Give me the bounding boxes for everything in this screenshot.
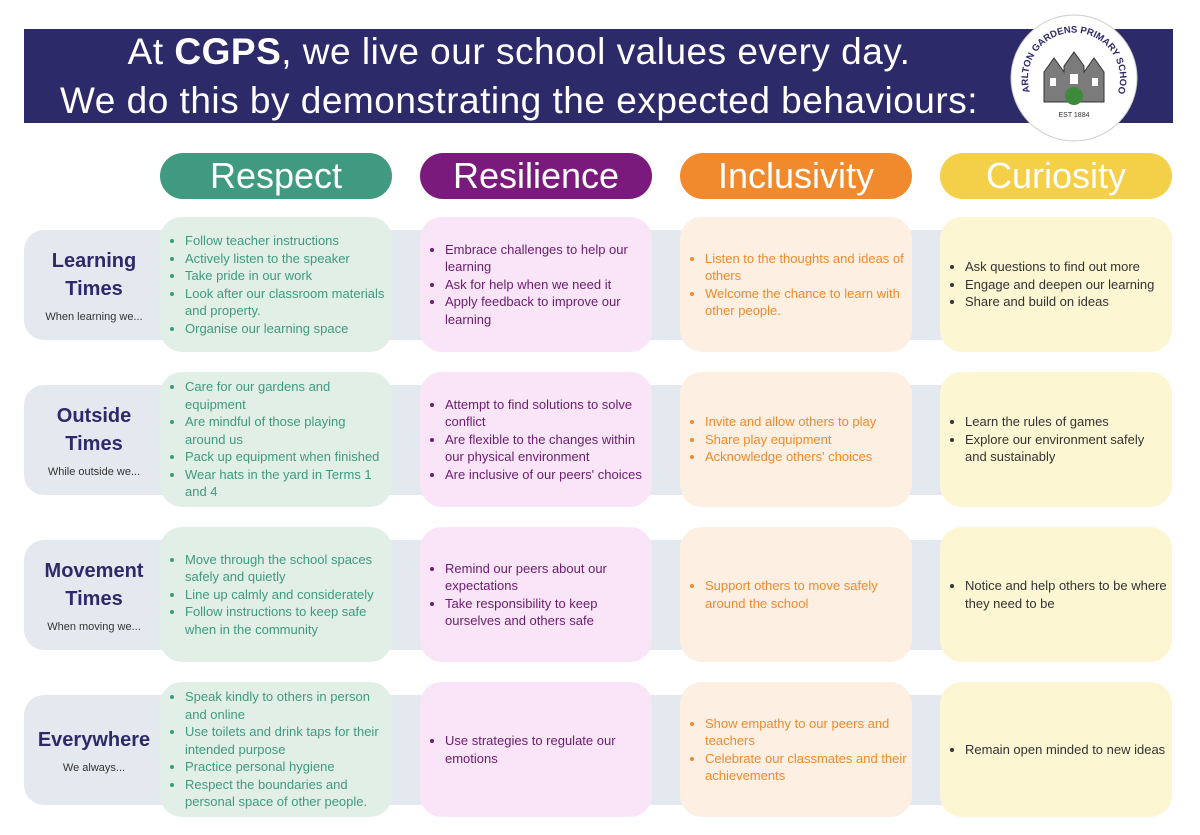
header-line: At CGPS, we live our school values every… <box>24 31 1014 73</box>
header-school: CGPS <box>174 31 282 72</box>
header-text: At <box>127 31 175 72</box>
behaviour-item: Actively listen to the speaker <box>185 250 388 268</box>
behaviour-item: Show empathy to our peers and teachers <box>705 715 908 750</box>
behaviour-item: Embrace challenges to help our learning <box>445 241 648 276</box>
row-label: Outside Times While outside we... <box>24 385 164 495</box>
behaviour-cell: Speak kindly to others in person and onl… <box>160 682 392 817</box>
value-heading: Resilience <box>420 153 652 199</box>
behaviour-cell: Embrace challenges to help our learningA… <box>420 217 652 352</box>
behaviour-list: Attempt to find solutions to solve confl… <box>420 396 648 484</box>
behaviour-list: Use strategies to regulate our emotions <box>420 732 648 767</box>
behaviour-item: Look after our classroom materials and p… <box>185 285 388 320</box>
row-subtitle: While outside we... <box>47 466 141 478</box>
behaviour-list: Ask questions to find out moreEngage and… <box>940 258 1154 311</box>
value-heading: Inclusivity <box>680 153 912 199</box>
behaviour-item: Remind our peers about our expectations <box>445 560 648 595</box>
logo-building <box>1043 51 1105 105</box>
behaviour-item: Pack up equipment when finished <box>185 448 388 466</box>
behaviour-item: Learn the rules of games <box>965 413 1168 431</box>
behaviour-item: Apply feedback to improve our learning <box>445 293 648 328</box>
behaviour-list: Embrace challenges to help our learningA… <box>420 241 648 329</box>
behaviour-item: Welcome the chance to learn with other p… <box>705 285 908 320</box>
behaviour-cell: Ask questions to find out moreEngage and… <box>940 217 1172 352</box>
behaviour-item: Practice personal hygiene <box>185 758 388 776</box>
behaviour-list: Remain open minded to new ideas <box>940 741 1165 759</box>
behaviour-list: Invite and allow others to playShare pla… <box>680 413 876 466</box>
behaviour-cell: Use strategies to regulate our emotions <box>420 682 652 817</box>
behaviour-item: Line up calmly and considerately <box>185 586 388 604</box>
behaviour-cell: Invite and allow others to playShare pla… <box>680 372 912 507</box>
behaviour-cell: Attempt to find solutions to solve confl… <box>420 372 652 507</box>
row-subtitle: When moving we... <box>47 621 141 633</box>
value-heading: Respect <box>160 153 392 199</box>
row-title: Movement Times <box>44 560 144 610</box>
behaviour-item: Follow instructions to keep safe when in… <box>185 603 388 638</box>
behaviour-list: Care for our gardens and equipmentAre mi… <box>160 378 388 501</box>
behaviour-item: Are flexible to the changes within our p… <box>445 431 648 466</box>
behaviour-cell: Listen to the thoughts and ideas of othe… <box>680 217 912 352</box>
behaviour-item: Share and build on ideas <box>965 293 1154 311</box>
behaviour-item: Respect the boundaries and personal spac… <box>185 776 388 811</box>
behaviour-list: Show empathy to our peers and teachersCe… <box>680 715 908 785</box>
behaviour-list: Speak kindly to others in person and onl… <box>160 688 388 811</box>
behaviour-item: Use toilets and drink taps for their int… <box>185 723 388 758</box>
behaviour-item: Share play equipment <box>705 431 876 449</box>
behaviour-item: Remain open minded to new ideas <box>965 741 1165 759</box>
row-title: Outside Times <box>56 405 132 455</box>
behaviour-cell: Remain open minded to new ideas <box>940 682 1172 817</box>
behaviour-item: Celebrate our classmates and their achie… <box>705 750 908 785</box>
behaviour-item: Take pride in our work <box>185 267 388 285</box>
behaviour-list: Follow teacher instructionsActively list… <box>160 232 388 337</box>
behaviour-item: Support others to move safely around the… <box>705 577 908 612</box>
behaviour-item: Speak kindly to others in person and onl… <box>185 688 388 723</box>
behaviour-list: Notice and help others to be where they … <box>940 577 1168 612</box>
behaviour-cell: Move through the school spaces safely an… <box>160 527 392 662</box>
behaviour-item: Organise our learning space <box>185 320 388 338</box>
behaviour-item: Follow teacher instructions <box>185 232 388 250</box>
behaviour-item: Attempt to find solutions to solve confl… <box>445 396 648 431</box>
behaviour-cell: Notice and help others to be where they … <box>940 527 1172 662</box>
header-text: , we live our school values every day. <box>281 31 911 72</box>
behaviour-item: Acknowledge others' choices <box>705 448 876 466</box>
row-label: Movement Times When moving we... <box>24 540 164 650</box>
behaviour-cell: Support others to move safely around the… <box>680 527 912 662</box>
behaviour-item: Explore our environment safely and susta… <box>965 431 1168 466</box>
behaviour-list: Learn the rules of gamesExplore our envi… <box>940 413 1168 466</box>
behaviour-cell: Learn the rules of gamesExplore our envi… <box>940 372 1172 507</box>
row-label: Everywhere We always... <box>24 695 164 805</box>
behaviour-cell: Follow teacher instructionsActively list… <box>160 217 392 352</box>
behaviour-item: Ask questions to find out more <box>965 258 1154 276</box>
behaviour-item: Are inclusive of our peers' choices <box>445 466 648 484</box>
behaviour-list: Support others to move safely around the… <box>680 577 908 612</box>
behaviour-cell: Remind our peers about our expectationsT… <box>420 527 652 662</box>
row-title: Learning Times <box>51 250 137 300</box>
behaviour-item: Wear hats in the yard in Terms 1 and 4 <box>185 466 388 501</box>
header-banner: At CGPS, we live our school values every… <box>24 29 1173 123</box>
behaviour-item: Ask for help when we need it <box>445 276 648 294</box>
row-subtitle: When learning we... <box>45 311 143 323</box>
logo-established: EST 1884 <box>1058 112 1089 119</box>
behaviour-item: Notice and help others to be where they … <box>965 577 1168 612</box>
behaviour-item: Listen to the thoughts and ideas of othe… <box>705 250 908 285</box>
behaviour-cell: Show empathy to our peers and teachersCe… <box>680 682 912 817</box>
row-subtitle: We always... <box>62 762 126 774</box>
behaviour-item: Move through the school spaces safely an… <box>185 551 388 586</box>
row-title: Everywhere <box>37 729 151 751</box>
header-line: We do this by demonstrating the expected… <box>60 80 978 121</box>
behaviour-item: Engage and deepen our learning <box>965 276 1154 294</box>
behaviour-list: Move through the school spaces safely an… <box>160 551 388 639</box>
behaviour-item: Invite and allow others to play <box>705 413 876 431</box>
behaviour-item: Are mindful of those playing around us <box>185 413 388 448</box>
behaviour-item: Care for our gardens and equipment <box>185 378 388 413</box>
behaviour-item: Use strategies to regulate our emotions <box>445 732 648 767</box>
school-logo: CARLTON GARDENS PRIMARY SCHOOL EST 1884 <box>1010 14 1138 142</box>
behaviour-cell: Care for our gardens and equipmentAre mi… <box>160 372 392 507</box>
behaviour-list: Remind our peers about our expectationsT… <box>420 560 648 630</box>
behaviour-item: Take responsibility to keep ourselves an… <box>445 595 648 630</box>
value-heading: Curiosity <box>940 153 1172 199</box>
row-label: Learning Times When learning we... <box>24 230 164 340</box>
behaviour-list: Listen to the thoughts and ideas of othe… <box>680 250 908 320</box>
